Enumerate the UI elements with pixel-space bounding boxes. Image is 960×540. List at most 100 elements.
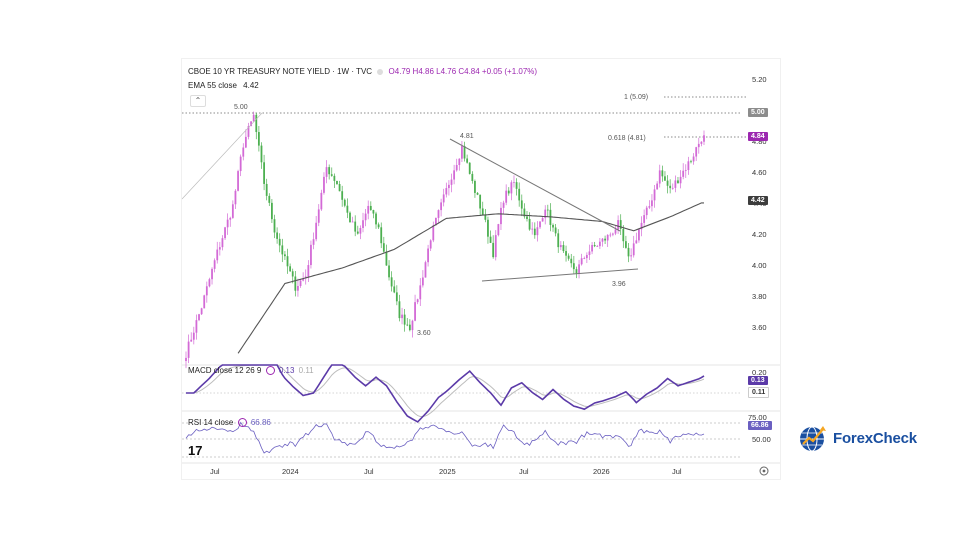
candle-body [385, 251, 388, 266]
candle-body [200, 308, 203, 315]
time-label: Jul [210, 467, 220, 476]
candle-body [398, 301, 401, 319]
tradingview-logo[interactable]: 17 [188, 443, 203, 458]
candle-body [567, 255, 570, 259]
candle-body [697, 143, 700, 148]
candle-body [424, 262, 427, 278]
candle-body [427, 248, 429, 263]
candle-body [651, 200, 653, 207]
chart-panel[interactable]: 5.00 3.60 4.81 3.96 1 (5.09) 0.618 (4.81… [181, 58, 781, 480]
candle-body [367, 205, 370, 214]
candle-body [190, 339, 193, 342]
candle-body [208, 279, 211, 287]
candle-body [278, 238, 281, 246]
candle-body [203, 295, 206, 309]
candle-body [622, 228, 625, 242]
candle-body [497, 224, 500, 236]
candle-body [601, 238, 604, 242]
candle-body [442, 194, 445, 203]
chart-canvas[interactable]: 5.00 3.60 4.81 3.96 1 (5.09) 0.618 (4.81… [182, 59, 780, 479]
candle-body [273, 219, 276, 233]
candle-body [185, 357, 187, 361]
candle-body [583, 258, 586, 259]
ema-legend[interactable]: EMA 55 close 4.42 [188, 81, 259, 90]
globe-chart-icon [800, 426, 826, 452]
time-axis[interactable]: Jul 2024 Jul 2025 Jul 2026 Jul [210, 467, 682, 476]
candle-body [393, 286, 396, 293]
eye-icon[interactable] [265, 366, 275, 376]
candle-body [195, 320, 198, 333]
candle-body [289, 266, 292, 272]
last-price-badge: 4.84 [748, 132, 768, 141]
candle-body [531, 228, 534, 230]
candle-body [450, 179, 453, 185]
candle-body [270, 202, 273, 220]
candle-body [664, 176, 666, 181]
ema-label: EMA 55 close [188, 81, 237, 90]
candle-body [440, 202, 442, 211]
candle-body [226, 219, 229, 228]
price-tick: 4.60 [752, 168, 767, 177]
candle-body [625, 241, 627, 248]
candle-body [218, 247, 221, 250]
time-label: 2024 [282, 467, 299, 476]
candle-body [526, 216, 528, 219]
candle-body [630, 255, 633, 257]
candle-body [419, 285, 422, 300]
gear-icon[interactable] [759, 466, 769, 476]
ema-55-line [237, 202, 704, 354]
candle-body [221, 238, 224, 248]
candle-body [437, 210, 440, 218]
candle-body [343, 199, 346, 206]
candle-body [333, 175, 336, 181]
candle-body [216, 249, 219, 261]
candle-body [505, 190, 508, 203]
candle-body [528, 218, 531, 230]
candle-body [434, 217, 437, 226]
candle-body [674, 180, 677, 188]
eye-icon[interactable] [237, 418, 247, 428]
candle-body [359, 227, 362, 234]
collapse-legend-button[interactable]: ⌃ [190, 95, 206, 107]
candle-body [570, 258, 573, 264]
candle-body [549, 209, 552, 225]
candle-body [349, 212, 351, 223]
candle-body [552, 224, 554, 228]
candle-body [231, 204, 234, 218]
candle-body [474, 181, 476, 193]
candle-body [468, 162, 471, 174]
candle-body [598, 241, 601, 247]
candle-body [481, 208, 484, 215]
candle-body [554, 227, 557, 234]
chart-title: CBOE 10 YR TREASURY NOTE YIELD · 1W · TV… [188, 67, 537, 76]
candle-body [500, 207, 502, 225]
candle-body [619, 220, 622, 229]
candle-body [299, 280, 302, 286]
candle-body [291, 271, 294, 277]
candle-body [429, 240, 432, 249]
rsi-value: 66.86 [250, 418, 271, 427]
candle-body [578, 264, 580, 274]
candle-body [237, 171, 239, 191]
candle-body [669, 185, 672, 189]
macd-legend[interactable]: MACD close 12 26 9 0.13 0.11 [188, 366, 314, 376]
rsi-legend[interactable]: RSI 14 close 66.86 [188, 418, 271, 428]
candle-body [520, 200, 523, 209]
candle-body [453, 170, 456, 180]
candle-body [414, 302, 416, 321]
price-tick: 4.20 [752, 230, 767, 239]
candle-body [536, 227, 539, 236]
macd-tick: 0.20 [752, 368, 767, 377]
candle-body [395, 292, 398, 302]
candle-body [541, 218, 544, 222]
candle-body [388, 265, 390, 278]
candle-body [325, 167, 328, 177]
candle-body [559, 245, 562, 248]
candle-body [604, 238, 606, 241]
candle-body [380, 227, 383, 244]
candle-body [408, 324, 411, 331]
candle-body [284, 254, 286, 257]
time-label: Jul [364, 467, 374, 476]
candle-body [341, 191, 344, 200]
